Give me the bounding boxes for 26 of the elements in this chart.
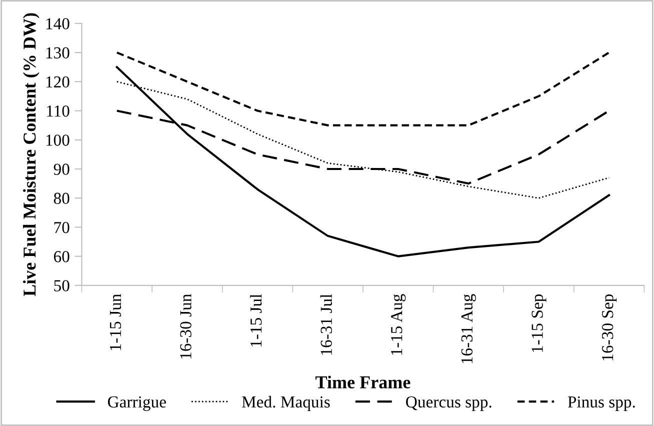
line-series bbox=[116, 66, 610, 258]
y-tick-label: 130 bbox=[46, 47, 70, 58]
x-tick-label: 1-15 Aug bbox=[391, 294, 406, 355]
legend-label: Garrigue bbox=[108, 396, 166, 411]
legend-label: Quercus spp. bbox=[406, 396, 492, 411]
x-tick-label: 16-30 Sep bbox=[602, 294, 617, 360]
y-tick-label: 120 bbox=[46, 76, 70, 88]
line-series bbox=[116, 51, 610, 126]
y-tick-label: 110 bbox=[47, 105, 70, 117]
x-tick-label: 16-31 Jul bbox=[320, 294, 332, 355]
x-tick-label: 1-15 Sep bbox=[532, 294, 546, 352]
y-tick-label: 50 bbox=[54, 280, 70, 292]
x-tick-label: 16-30 Jun bbox=[180, 294, 192, 358]
y-tick-label: 90 bbox=[54, 164, 70, 175]
x-tick-label: 1-15 Jun bbox=[110, 294, 122, 350]
x-axis-title: Time Frame bbox=[316, 376, 410, 388]
legend-label: Pinus spp. bbox=[568, 396, 635, 411]
y-tick-label: 100 bbox=[46, 134, 70, 146]
y-tick-label: 140 bbox=[46, 18, 70, 30]
x-tick-label: 1-15 Jul bbox=[250, 294, 262, 346]
y-tick-label: 70 bbox=[54, 222, 70, 234]
legend-label: Med. Maquis bbox=[242, 396, 330, 411]
y-tick-label: 80 bbox=[54, 192, 70, 204]
x-tick-label: 16-31 Aug bbox=[461, 294, 476, 364]
y-tick-label: 60 bbox=[54, 251, 70, 262]
y-axis-title: Live Fuel Moisture Content (% DW) bbox=[23, 13, 40, 296]
